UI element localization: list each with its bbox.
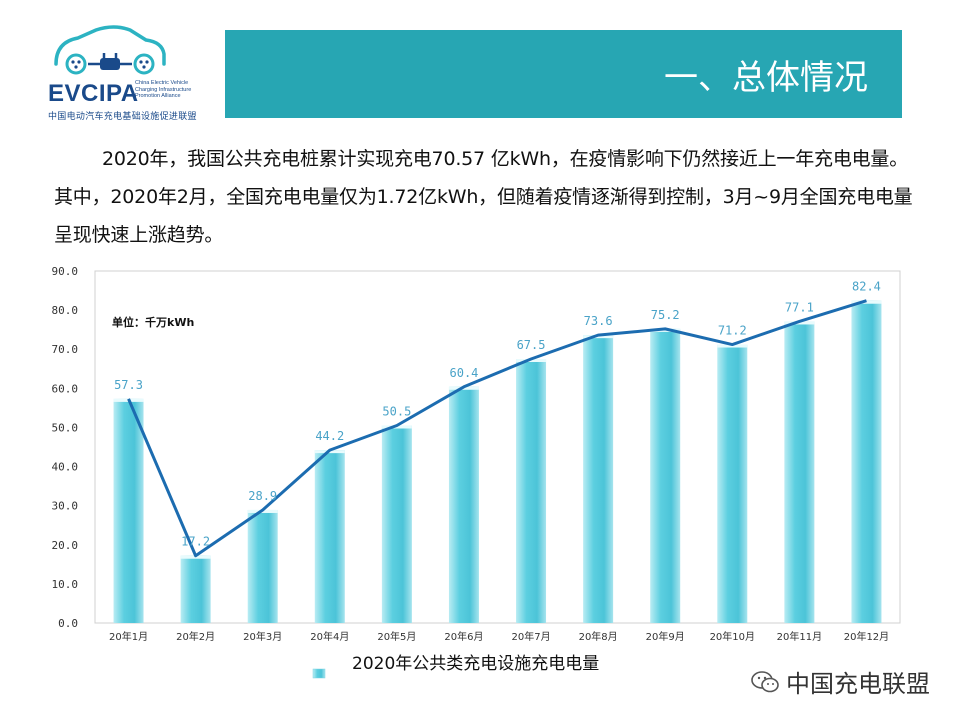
bar-series <box>113 300 882 623</box>
bar <box>247 509 278 623</box>
wechat-icon <box>751 670 779 692</box>
x-tick-label: 20年1月 <box>109 630 148 643</box>
logo-chinese-name: 中国电动汽车充电基础设施促进联盟 <box>48 112 197 122</box>
x-tick-label: 20年12月 <box>844 630 889 643</box>
x-tick-label: 20年6月 <box>444 630 483 643</box>
x-tick-label: 20年10月 <box>710 630 755 643</box>
y-tick-label: 20.0 <box>52 539 79 552</box>
bar-top <box>717 344 748 348</box>
plot-frame <box>94 270 901 624</box>
bar <box>851 300 882 623</box>
y-tick-label: 90.0 <box>52 265 79 278</box>
bar <box>448 386 479 623</box>
value-label: 28.9 <box>248 489 277 503</box>
bar <box>516 359 547 623</box>
x-tick-label: 20年7月 <box>511 630 550 643</box>
value-label: 17.2 <box>181 535 210 549</box>
legend: 2020年公共类充电设施充电电量 <box>312 654 599 679</box>
value-label: 67.5 <box>517 338 546 352</box>
y-tick-label: 50.0 <box>52 421 79 434</box>
evcipa-logo <box>30 20 210 120</box>
car-plug-icon <box>54 25 166 75</box>
section-title: 一、总体情况 <box>664 58 868 98</box>
intro-paragraph: 2020年，我国公共充电桩累计实现充电70.57 亿kWh，在疫情影响下仍然接近… <box>54 148 913 246</box>
trend-line <box>127 299 867 558</box>
unit-label: 单位：千万kWh <box>112 315 194 329</box>
y-tick-label: 40.0 <box>52 461 79 474</box>
watermark: 中国充电联盟 <box>750 664 930 699</box>
bar <box>314 450 345 623</box>
header-band: 一、总体情况 <box>225 30 902 118</box>
y-tick-label: 80.0 <box>52 304 79 317</box>
x-axis: 20年1月 20年2月 20年3月 20年4月 20年5月 20年6月 20年7月 20年8月… <box>109 630 889 643</box>
x-tick-label: 20年5月 <box>377 630 416 643</box>
bar <box>180 555 211 623</box>
value-label: 75.2 <box>651 308 680 322</box>
logo-english-name: China Electric Vehicle Charging Infrastr… <box>135 80 192 99</box>
value-label: 82.4 <box>852 280 881 294</box>
watermark-text: 中国充电联盟 <box>786 670 930 698</box>
y-tick-label: 0.0 <box>58 617 78 630</box>
bar <box>650 328 681 623</box>
value-label: 71.2 <box>718 324 747 338</box>
legend-swatch <box>312 668 326 679</box>
y-tick-label: 30.0 <box>52 500 79 513</box>
trend-line-path <box>127 299 867 558</box>
y-axis: 0.0 10.0 20.0 30.0 40.0 50.0 60.0 70.0 80.0 90.0 <box>52 265 79 630</box>
value-label: 77.1 <box>785 300 814 314</box>
bar <box>381 425 412 623</box>
y-tick-label: 10.0 <box>52 578 79 591</box>
bar <box>784 321 815 623</box>
legend-label: 2020年公共类充电设施充电电量 <box>352 654 599 674</box>
bar <box>113 398 144 623</box>
x-tick-label: 20年11月 <box>777 630 822 643</box>
x-tick-label: 20年3月 <box>243 630 282 643</box>
value-label: 57.3 <box>114 378 143 392</box>
x-tick-label: 20年8月 <box>579 630 618 643</box>
bar-top <box>180 555 211 559</box>
bar <box>717 344 748 623</box>
y-tick-label: 60.0 <box>52 382 79 395</box>
value-label: 60.4 <box>450 366 479 380</box>
bar <box>583 335 614 623</box>
value-labels: 57.3 17.2 28.9 44.2 50.5 60.4 67.5 73.6 75.2 71.2… <box>114 280 881 549</box>
x-tick-label: 20年9月 <box>646 630 685 643</box>
charging-volume-chart: 0.010.020.030.040.050.060.070.080.090.0 … <box>52 265 901 679</box>
y-tick-label: 70.0 <box>52 343 79 356</box>
value-label: 73.6 <box>584 314 613 328</box>
logo-brand: EVCIPA <box>48 80 139 107</box>
x-tick-label: 20年2月 <box>176 630 215 643</box>
value-label: 50.5 <box>382 404 411 418</box>
value-label: 44.2 <box>315 429 344 443</box>
x-tick-label: 20年4月 <box>310 630 349 643</box>
